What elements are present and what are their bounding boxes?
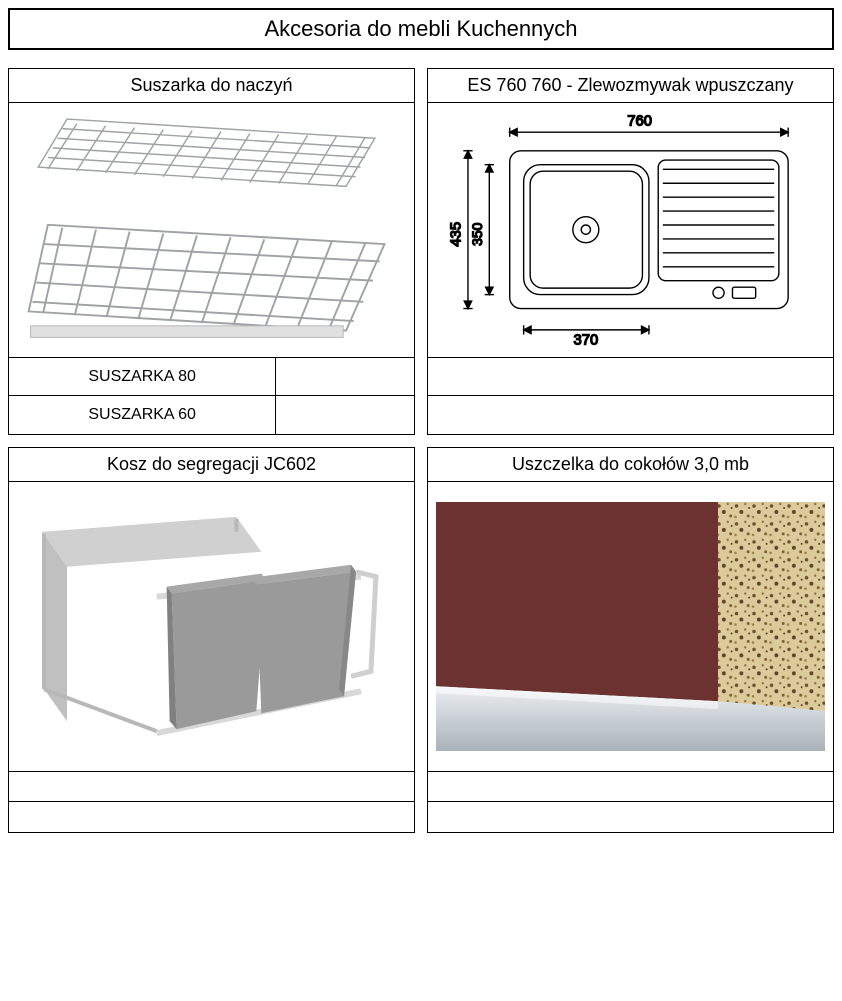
row-value <box>276 396 414 434</box>
waste-bin-illustration <box>9 482 414 771</box>
table-row <box>428 772 833 802</box>
product-waste-bin: Kosz do segregacji JC602 <box>8 447 415 833</box>
svg-text:350: 350 <box>469 223 485 246</box>
table-row <box>428 396 833 434</box>
table-row <box>9 802 414 832</box>
row-label: SUSZARKA 60 <box>9 396 276 434</box>
product-rows <box>428 358 833 434</box>
product-rows <box>9 772 414 832</box>
product-title: Kosz do segregacji JC602 <box>9 448 414 482</box>
product-rows: SUSZARKA 80 SUSZARKA 60 <box>9 358 414 434</box>
product-image-sink: 760 <box>428 103 833 358</box>
product-image-bin <box>9 482 414 772</box>
table-row <box>9 772 414 802</box>
row-value <box>276 358 414 395</box>
product-plinth-seal: Uszczelka do cokołów 3,0 mb <box>427 447 834 833</box>
product-title: ES 760 760 - Zlewozmywak wpuszczany <box>428 69 833 103</box>
row-label: SUSZARKA 80 <box>9 358 276 395</box>
svg-text:435: 435 <box>449 222 465 247</box>
product-title: Uszczelka do cokołów 3,0 mb <box>428 448 833 482</box>
table-row: SUSZARKA 80 <box>9 358 414 396</box>
table-row: SUSZARKA 60 <box>9 396 414 434</box>
product-dish-rack: Suszarka do naczyń <box>8 68 415 435</box>
product-rows <box>428 772 833 832</box>
product-sink: ES 760 760 - Zlewozmywak wpuszczany 760 <box>427 68 834 435</box>
page-title: Akcesoria do mebli Kuchennych <box>8 8 834 50</box>
product-grid: Suszarka do naczyń <box>8 68 834 833</box>
product-image-dish-rack <box>9 103 414 358</box>
table-row <box>428 802 833 832</box>
product-image-seal <box>428 482 833 772</box>
dish-rack-illustration <box>19 109 404 350</box>
plinth-seal-illustration <box>436 502 825 751</box>
sink-diagram-illustration: 760 <box>438 109 823 350</box>
product-title: Suszarka do naczyń <box>9 69 414 103</box>
svg-text:370: 370 <box>574 333 599 349</box>
svg-text:760: 760 <box>627 114 652 130</box>
table-row <box>428 358 833 396</box>
